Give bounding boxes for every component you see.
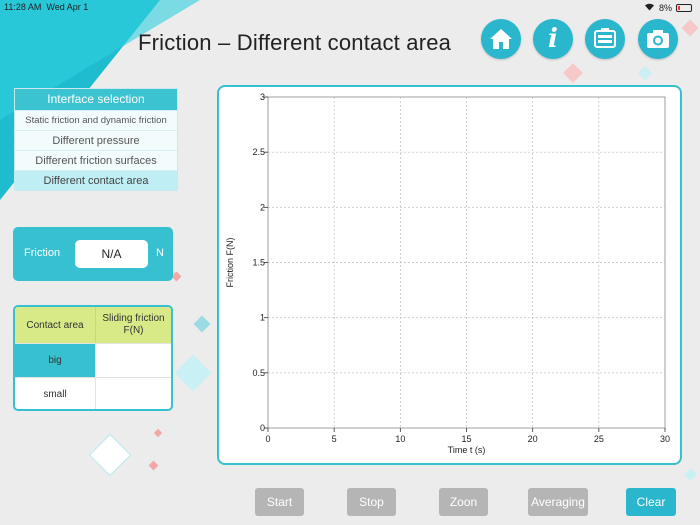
friction-readout: Friction N/A N [13,227,173,281]
info-icon: i [548,24,558,54]
x-tick-label: 15 [461,434,471,444]
decorative-square [153,428,163,438]
status-right: 8% [644,2,692,13]
x-tick-label: 30 [660,434,670,444]
decorative-square [681,19,699,37]
table-row[interactable]: big [15,343,171,377]
table-header: Contact area Sliding friction F(N) [15,307,171,343]
x-tick-label: 5 [332,434,337,444]
friction-unit: N [156,247,164,259]
camera-icon [647,30,669,48]
decorative-square [684,468,697,481]
row-value-small [95,378,171,409]
friction-label: Friction [24,247,61,259]
interface-selection-menu: Interface selection Static friction and … [14,88,178,191]
decorative-square [88,433,132,477]
menu-header: Interface selection [15,89,177,110]
menu-item-static-dynamic[interactable]: Static friction and dynamic friction [15,110,177,130]
status-time: 11:28 AM Wed Apr 1 [4,2,88,12]
y-tick-label: 3 [260,92,265,102]
y-axis-label: Friction F(N) [225,238,235,288]
menu-item-surfaces[interactable]: Different friction surfaces [15,150,177,170]
table-row[interactable]: small [15,377,171,409]
decorative-square [193,315,211,333]
start-button[interactable]: Start [255,488,304,516]
header-contact-area: Contact area [26,319,84,331]
decorative-square [148,460,159,471]
y-tick-label: 0 [260,423,265,433]
results-table: Contact area Sliding friction F(N) big s… [13,305,173,411]
menu-item-pressure[interactable]: Different pressure [15,130,177,150]
row-area-small[interactable]: small [43,389,67,400]
decorative-square [563,63,583,83]
friction-time-chart: 0 5 10 15 20 25 30 0 0.5 1 1.5 2 2.5 3 Time t (s) Frict… [225,92,670,455]
x-tick-label: 20 [528,434,538,444]
y-tick-label: 1.5 [252,258,265,268]
row-value-big [95,344,171,377]
battery-icon [676,3,692,12]
zoom-button[interactable]: Zoon [439,488,488,516]
page-title: Friction – Different contact area [138,30,452,55]
decorative-square [637,65,653,81]
status-bar: 11:28 AM Wed Apr 1 8% [0,0,700,14]
header-sliding-friction: Sliding friction F(N) [95,307,171,343]
y-tick-label: 2.5 [252,147,265,157]
home-button[interactable] [481,19,521,59]
x-tick-label: 10 [395,434,405,444]
stop-button[interactable]: Stop [347,488,396,516]
status-date: Wed Apr 1 [46,2,89,12]
x-tick-label: 25 [594,434,604,444]
record-button[interactable] [585,19,625,59]
chart-panel: 0 5 10 15 20 25 30 0 0.5 1 1.5 2 2.5 3 Time t (s) Frict… [217,85,682,465]
battery-percent: 8% [658,2,672,13]
wifi-icon [644,2,655,13]
decorative-square [171,271,182,282]
y-tick-label: 0.5 [252,368,265,378]
decorative-square [174,354,212,392]
record-icon [594,28,616,48]
row-area-big[interactable]: big [15,344,95,377]
x-axis-label: Time t (s) [448,445,486,455]
clear-button[interactable]: Clear [626,488,676,516]
home-icon [490,29,512,49]
status-clock: 11:28 AM [4,2,42,12]
friction-value: N/A [75,240,148,268]
camera-button[interactable] [638,19,678,59]
averaging-button[interactable]: Averaging [528,488,588,516]
y-tick-label: 1 [260,313,265,323]
x-tick-label: 0 [265,434,270,444]
info-button[interactable]: i [533,19,573,59]
menu-item-contact-area[interactable]: Different contact area [15,170,177,190]
y-tick-label: 2 [260,202,265,212]
